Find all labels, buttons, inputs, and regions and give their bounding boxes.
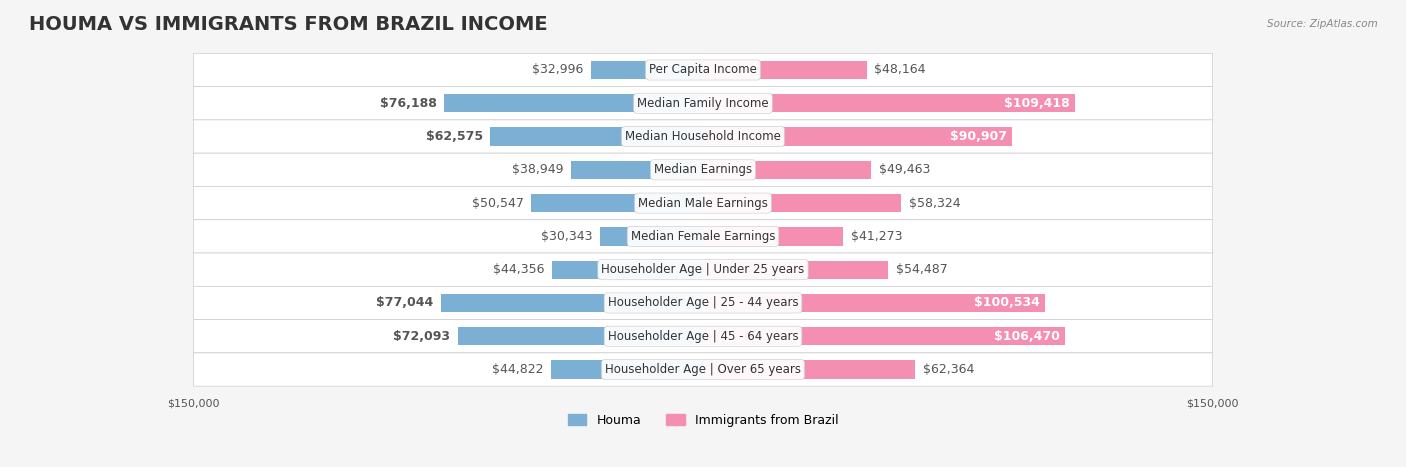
FancyBboxPatch shape [194,253,1212,286]
Text: Householder Age | 25 - 44 years: Householder Age | 25 - 44 years [607,297,799,310]
Text: Median Female Earnings: Median Female Earnings [631,230,775,243]
Text: Median Family Income: Median Family Income [637,97,769,110]
Legend: Houma, Immigrants from Brazil: Houma, Immigrants from Brazil [562,409,844,432]
Text: Householder Age | Over 65 years: Householder Age | Over 65 years [605,363,801,376]
Text: $44,356: $44,356 [494,263,544,276]
Text: $58,324: $58,324 [908,197,960,210]
Text: $50,547: $50,547 [472,197,523,210]
FancyBboxPatch shape [194,286,1212,319]
Text: $62,364: $62,364 [922,363,974,376]
Text: $77,044: $77,044 [377,297,433,310]
Bar [703,327,1064,346]
Text: $62,575: $62,575 [426,130,482,143]
Bar [703,194,901,212]
Text: $109,418: $109,418 [1004,97,1070,110]
Bar [441,294,703,312]
Bar [703,161,872,179]
Text: $90,907: $90,907 [950,130,1007,143]
Text: $41,273: $41,273 [851,230,903,243]
Text: Source: ZipAtlas.com: Source: ZipAtlas.com [1267,19,1378,28]
Bar [553,261,703,279]
Text: Per Capita Income: Per Capita Income [650,64,756,77]
Text: $72,093: $72,093 [394,330,450,343]
Text: $30,343: $30,343 [541,230,592,243]
Bar [703,61,866,79]
Text: $54,487: $54,487 [896,263,948,276]
Text: $49,463: $49,463 [879,163,931,177]
Text: $106,470: $106,470 [994,330,1060,343]
Bar [703,361,915,379]
Bar [703,294,1045,312]
FancyBboxPatch shape [194,220,1212,253]
FancyBboxPatch shape [194,120,1212,153]
FancyBboxPatch shape [194,186,1212,220]
Text: $100,534: $100,534 [973,297,1039,310]
Text: $48,164: $48,164 [875,64,925,77]
Bar [591,61,703,79]
Bar [491,127,703,146]
Text: Median Male Earnings: Median Male Earnings [638,197,768,210]
Text: $76,188: $76,188 [380,97,436,110]
Text: $38,949: $38,949 [512,163,562,177]
Text: HOUMA VS IMMIGRANTS FROM BRAZIL INCOME: HOUMA VS IMMIGRANTS FROM BRAZIL INCOME [28,15,547,34]
Bar [458,327,703,346]
Bar [703,261,889,279]
Text: Householder Age | 45 - 64 years: Householder Age | 45 - 64 years [607,330,799,343]
FancyBboxPatch shape [194,319,1212,353]
Bar [703,127,1012,146]
Text: Median Household Income: Median Household Income [626,130,780,143]
FancyBboxPatch shape [194,353,1212,386]
Bar [551,361,703,379]
Bar [703,94,1074,113]
Text: $32,996: $32,996 [531,64,583,77]
FancyBboxPatch shape [194,153,1212,186]
Bar [444,94,703,113]
Text: Householder Age | Under 25 years: Householder Age | Under 25 years [602,263,804,276]
Bar [600,227,703,246]
Bar [703,227,844,246]
Bar [531,194,703,212]
Text: $44,822: $44,822 [492,363,543,376]
FancyBboxPatch shape [194,86,1212,120]
FancyBboxPatch shape [194,53,1212,86]
Bar [571,161,703,179]
Text: Median Earnings: Median Earnings [654,163,752,177]
